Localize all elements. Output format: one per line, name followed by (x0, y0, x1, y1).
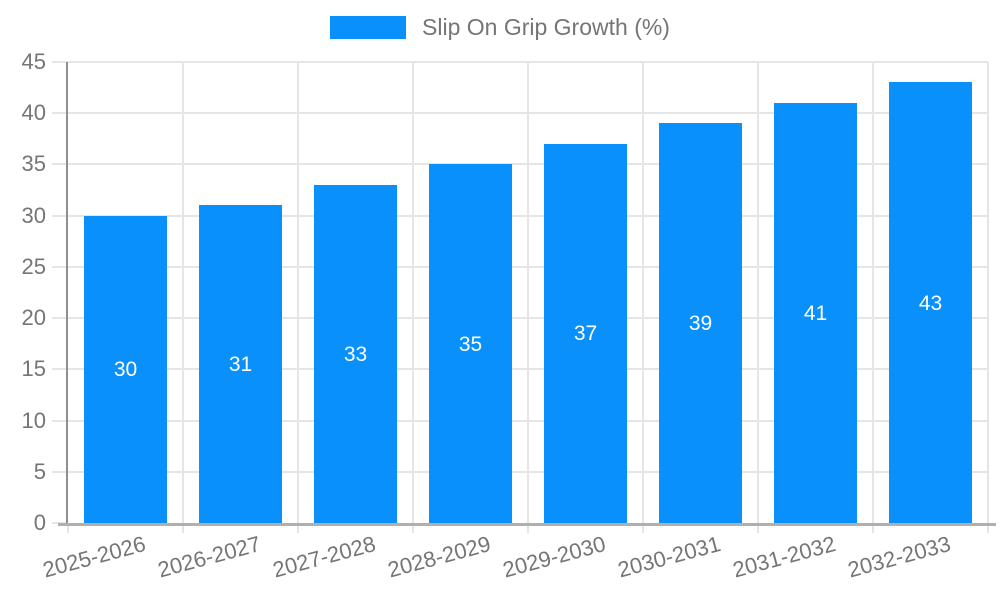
y-axis-tick-label: 25 (21, 253, 46, 279)
bar-value-label: 30 (113, 358, 138, 382)
bar[interactable] (889, 82, 972, 523)
x-axis-line (58, 523, 996, 526)
gridline-vertical (987, 62, 989, 523)
x-axis-tick (757, 523, 759, 533)
y-axis-tick (52, 112, 68, 115)
y-axis-tick-label: 5 (33, 458, 46, 484)
x-axis-tick (987, 523, 989, 533)
y-axis-tick (52, 470, 68, 473)
y-axis-tick-label: 45 (21, 49, 46, 74)
bar-value-label: 39 (688, 312, 713, 336)
y-axis-tick-label: 35 (21, 151, 46, 177)
legend[interactable]: Slip On Grip Growth (%) (0, 16, 1000, 39)
y-axis-tick (52, 317, 68, 320)
gridline-vertical (297, 62, 299, 523)
bar[interactable] (659, 123, 742, 523)
y-axis-tick-label: 20 (21, 305, 46, 331)
y-axis-tick (52, 265, 68, 268)
x-axis-tick (67, 523, 69, 533)
bar[interactable] (429, 164, 512, 523)
x-axis-tick (412, 523, 414, 533)
bar-value-label: 35 (458, 332, 483, 356)
x-axis-tick (527, 523, 529, 533)
y-axis-tick (52, 368, 68, 371)
bar-value-label: 33 (343, 342, 368, 366)
x-axis-tick (297, 523, 299, 533)
y-axis-tick (52, 61, 68, 63)
bar[interactable] (774, 102, 857, 523)
y-axis-line (66, 62, 68, 523)
bar-value-label: 37 (573, 322, 598, 346)
y-axis-tick (52, 163, 68, 166)
gridline-vertical (642, 62, 644, 523)
y-axis-tick-label: 30 (21, 202, 46, 228)
y-axis-tick-label: 15 (21, 356, 46, 382)
gridline-vertical (757, 62, 759, 523)
bar[interactable] (314, 184, 397, 523)
gridline-vertical (182, 62, 184, 523)
bar-value-label: 31 (228, 353, 253, 377)
y-axis-tick-label: 10 (21, 407, 46, 433)
x-axis-tick (182, 523, 184, 533)
bar[interactable] (544, 143, 627, 523)
bar[interactable] (84, 215, 167, 523)
bar-value-label: 41 (803, 301, 828, 325)
x-axis-tick (872, 523, 874, 533)
gridline-vertical (872, 62, 874, 523)
gridline-vertical (412, 62, 414, 523)
legend-label: Slip On Grip Growth (%) (422, 14, 670, 40)
bar[interactable] (199, 205, 282, 523)
gridline-vertical (527, 62, 529, 523)
x-axis-tick (642, 523, 644, 533)
y-axis-tick (52, 214, 68, 217)
bar-value-label: 43 (918, 291, 943, 315)
y-axis-tick-label: 0 (33, 510, 46, 535)
legend-swatch (330, 16, 407, 39)
y-axis-tick (52, 419, 68, 422)
y-axis-tick-label: 40 (21, 100, 46, 126)
